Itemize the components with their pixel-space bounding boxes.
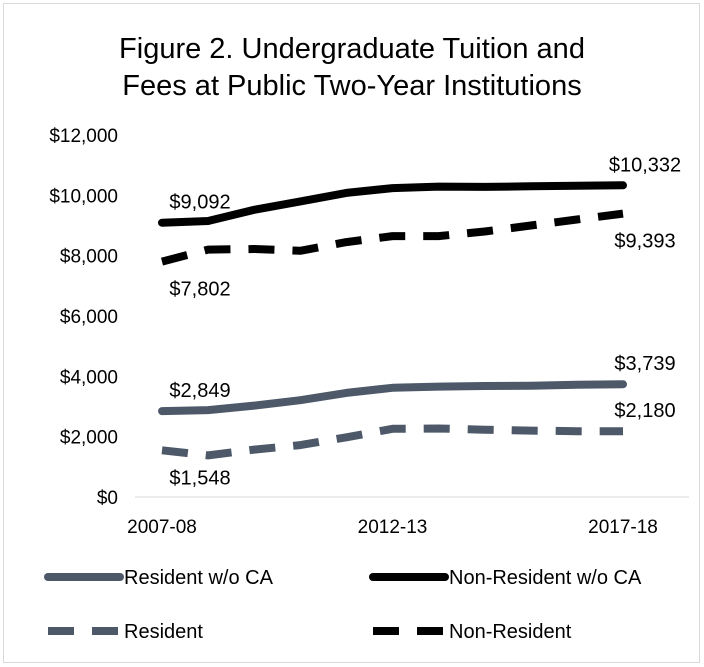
data-label: $7,802: [169, 279, 230, 301]
chart-title-line-2: Fees at Public Two-Year Institutions: [122, 70, 581, 102]
y-axis: $0 $2,000 $4,000 $6,000 $8,000 $10,000 $12,000: [49, 126, 118, 509]
legend: Resident w/o CA Non-Resident w/o CA Reside…: [44, 567, 642, 643]
y-tick-label: $10,000: [49, 186, 118, 207]
series-line-1: [158, 181, 627, 227]
y-tick-label: $8,000: [60, 247, 118, 268]
legend-label-0: Resident w/o CA: [124, 567, 274, 589]
y-tick-label: $4,000: [60, 367, 118, 388]
y-tick-label: $2,000: [60, 428, 118, 449]
legend-label-2: Resident: [124, 621, 203, 643]
series-lines: [158, 181, 627, 460]
data-label: $9,393: [614, 231, 675, 253]
x-axis: 2007-08 2012-13 2017-18: [127, 496, 689, 538]
y-tick-label: $6,000: [60, 307, 118, 328]
data-label: $9,092: [169, 192, 230, 214]
series-line-3: [160, 209, 624, 266]
data-label: $10,332: [609, 154, 681, 176]
data-label: $2,849: [169, 380, 230, 402]
chart-title-line-1: Figure 2. Undergraduate Tuition and: [119, 33, 585, 65]
data-label: $2,180: [614, 400, 675, 422]
x-tick-label: 2017-18: [588, 517, 658, 538]
data-label: $3,739: [614, 353, 675, 375]
legend-label-1: Non-Resident w/o CA: [449, 567, 642, 589]
chart-frame: [3, 3, 700, 663]
y-tick-label: $0: [97, 488, 118, 509]
data-labels: $2,849 $3,739 $9,092 $10,332 $1,548 $2,180 $7,…: [169, 154, 681, 489]
legend-label-3: Non-Resident: [449, 621, 572, 643]
x-tick-label: 2012-13: [358, 517, 428, 538]
series-line-2: [161, 424, 623, 460]
x-tick-label: 2007-08: [127, 517, 197, 538]
data-label: $1,548: [169, 467, 230, 489]
y-tick-label: $12,000: [49, 126, 118, 147]
series-line-0: [158, 380, 627, 416]
